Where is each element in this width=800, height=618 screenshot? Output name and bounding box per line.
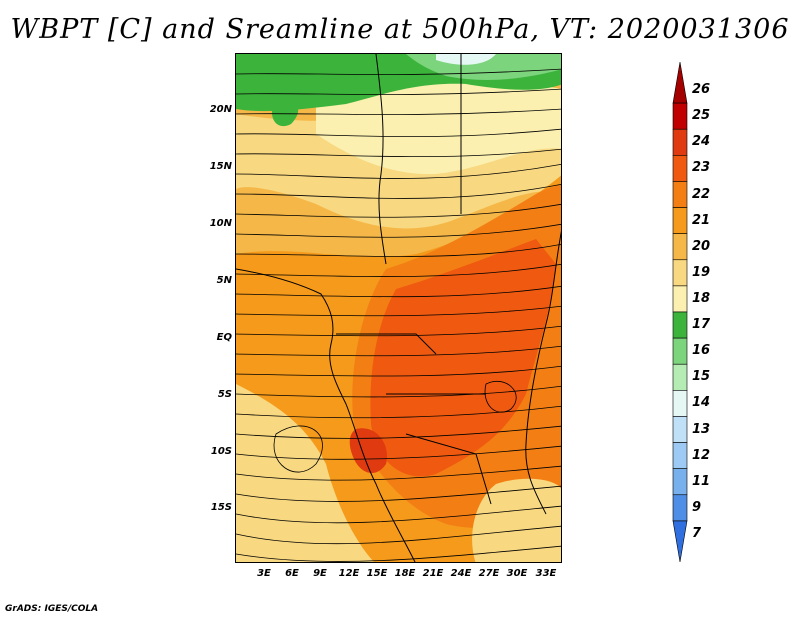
lon-label-30e: 30E [506, 568, 528, 579]
colorbar-label: 26 [692, 82, 711, 98]
colorbar-swatch [672, 233, 688, 261]
colorbar-label: 17 [692, 317, 711, 333]
colorbar-label: 19 [692, 264, 711, 280]
field-24 [349, 428, 387, 474]
colorbar-label: 12 [692, 447, 711, 463]
field-19-south [236, 384, 375, 562]
field-15-north [436, 54, 496, 65]
colorbar-swatch [672, 494, 688, 522]
colorbar-swatch [672, 128, 688, 156]
colorbar-label: 22 [692, 186, 711, 202]
colorbar-label: 24 [692, 134, 711, 150]
colorbar-swatch [672, 390, 688, 417]
colorbar-label: 9 [692, 499, 702, 515]
lat-label-15s: 15S [210, 502, 232, 513]
colorbar-label: 14 [692, 395, 711, 411]
lat-label-15n: 15N [209, 161, 232, 172]
colorbar-swatch [672, 207, 688, 234]
lon-label-24e: 24E [450, 568, 472, 579]
colorbar-label: 11 [692, 473, 711, 489]
chart-title: WBPT [C] and Sreamline at 500hPa, VT: 20… [10, 14, 790, 45]
lon-label-33e: 33E [535, 568, 557, 579]
lon-label-9e: 9E [313, 568, 327, 579]
colorbar [672, 62, 688, 562]
colorbar-swatch [672, 62, 688, 104]
lon-label-6e: 6E [285, 568, 299, 579]
grads-credit: GrADS: IGES/COLA [5, 604, 99, 614]
colorbar-swatch [672, 311, 688, 339]
coastlines [236, 54, 561, 562]
colorbar-label: 7 [692, 525, 702, 541]
lon-label-18e: 18E [394, 568, 416, 579]
colorbar-label: 13 [692, 421, 711, 437]
colorbar-swatch [672, 468, 688, 496]
colorbar-swatch [672, 259, 688, 287]
field-18-north [316, 79, 561, 175]
colorbar-swatch [672, 442, 688, 469]
colorbar-label: 21 [692, 212, 711, 228]
colorbar-swatch [672, 363, 688, 391]
streamlines [236, 68, 561, 562]
colorbar-label: 20 [692, 238, 711, 254]
colorbar-label: 25 [692, 108, 711, 124]
colorbar-swatch [672, 285, 688, 313]
colorbar-swatch [672, 102, 688, 130]
lat-label-5s: 5S [217, 389, 232, 400]
lon-label-12e: 12E [338, 568, 360, 579]
colorbar-label: 16 [692, 343, 711, 359]
lon-label-21e: 21E [422, 568, 444, 579]
lat-label-20n: 20N [209, 104, 232, 115]
colorbar-label: 18 [692, 290, 711, 306]
map-svg [236, 54, 561, 562]
lon-label-27e: 27E [478, 568, 500, 579]
lat-label-10n: 10N [209, 218, 232, 229]
colorbar-label: 15 [692, 369, 711, 385]
lat-label-5n: 5N [216, 275, 232, 286]
colorbar-swatch [672, 520, 688, 562]
colorbar-swatch [672, 416, 688, 443]
lon-label-3e: 3E [257, 568, 271, 579]
colorbar-label: 23 [692, 160, 711, 176]
colorbar-swatch [672, 155, 688, 182]
colorbar-swatch [672, 181, 688, 208]
field-17-west [271, 98, 299, 127]
map-panel [235, 53, 562, 563]
lat-label-eq: EQ [216, 332, 232, 343]
lon-label-15e: 15E [366, 568, 388, 579]
lat-label-10s: 10S [210, 446, 232, 457]
colorbar-swatch [672, 337, 688, 365]
